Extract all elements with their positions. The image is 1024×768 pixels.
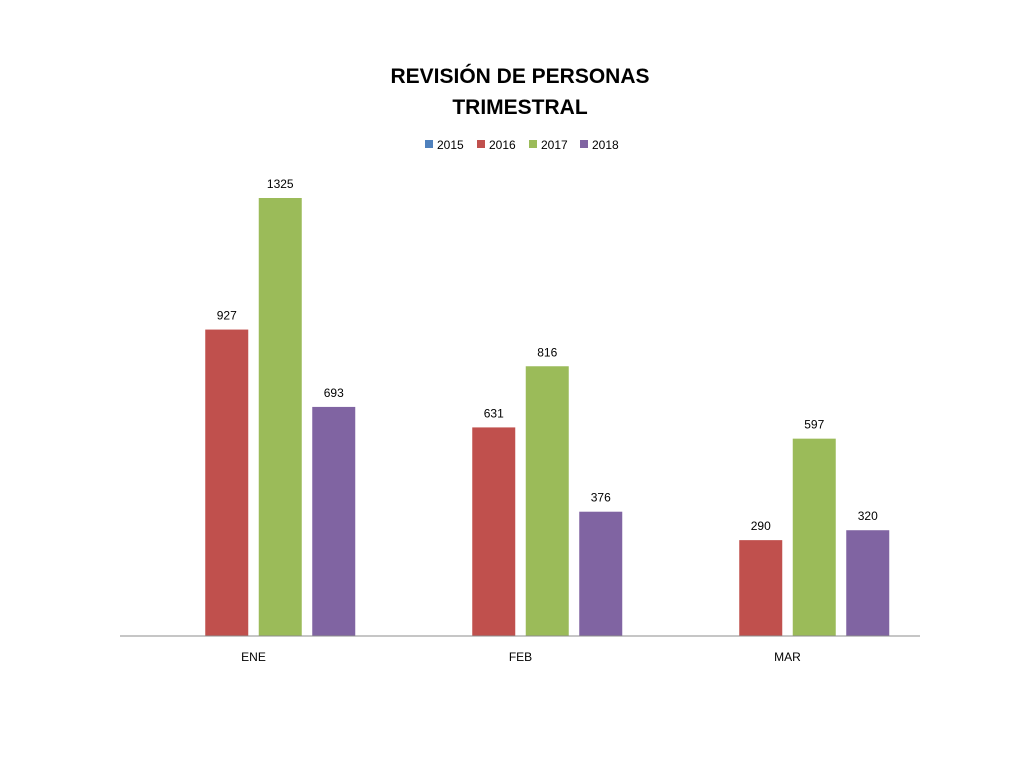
data-label-2016-MAR: 290 xyxy=(751,519,771,533)
plot-area: 927 1325 693 631 816 376 290 597 320 xyxy=(205,177,890,636)
data-label-2018-FEB: 376 xyxy=(591,491,611,505)
bar-2016-MAR xyxy=(739,540,783,636)
legend-label-2017: 2017 xyxy=(541,138,568,152)
category-label-FEB: FEB xyxy=(509,650,532,664)
bar-2017-ENE xyxy=(258,198,302,636)
legend-swatch-2016 xyxy=(477,140,485,148)
legend: 2015 2016 2017 2018 xyxy=(425,138,619,152)
bar-2018-FEB xyxy=(579,511,623,636)
bar-2016-ENE xyxy=(205,329,249,636)
legend-label-2015: 2015 xyxy=(437,138,464,152)
data-label-2016-FEB: 631 xyxy=(484,406,504,420)
legend-swatch-2015 xyxy=(425,140,433,148)
data-label-2018-ENE: 693 xyxy=(324,386,344,400)
category-label-ENE: ENE xyxy=(241,650,266,664)
bar-2017-MAR xyxy=(792,438,836,636)
data-label-2018-MAR: 320 xyxy=(858,509,878,523)
data-label-2016-ENE: 927 xyxy=(217,309,237,323)
bar-2017-FEB xyxy=(525,366,569,636)
chart-title-line-1: REVISIÓN DE PERSONAS xyxy=(390,64,649,88)
category-label-MAR: MAR xyxy=(774,650,801,664)
data-label-2017-MAR: 597 xyxy=(804,418,824,432)
legend-label-2018: 2018 xyxy=(592,138,619,152)
legend-swatch-2018 xyxy=(580,140,588,148)
data-label-2017-ENE: 1325 xyxy=(267,177,294,191)
category-labels: ENE FEB MAR xyxy=(241,650,801,664)
bar-2016-FEB xyxy=(472,427,516,636)
chart-title-line-2: TRIMESTRAL xyxy=(452,96,587,119)
legend-label-2016: 2016 xyxy=(489,138,516,152)
bar-2018-MAR xyxy=(846,530,890,636)
legend-swatch-2017 xyxy=(529,140,537,148)
data-label-2017-FEB: 816 xyxy=(537,345,557,359)
bar-2018-ENE xyxy=(312,406,356,636)
